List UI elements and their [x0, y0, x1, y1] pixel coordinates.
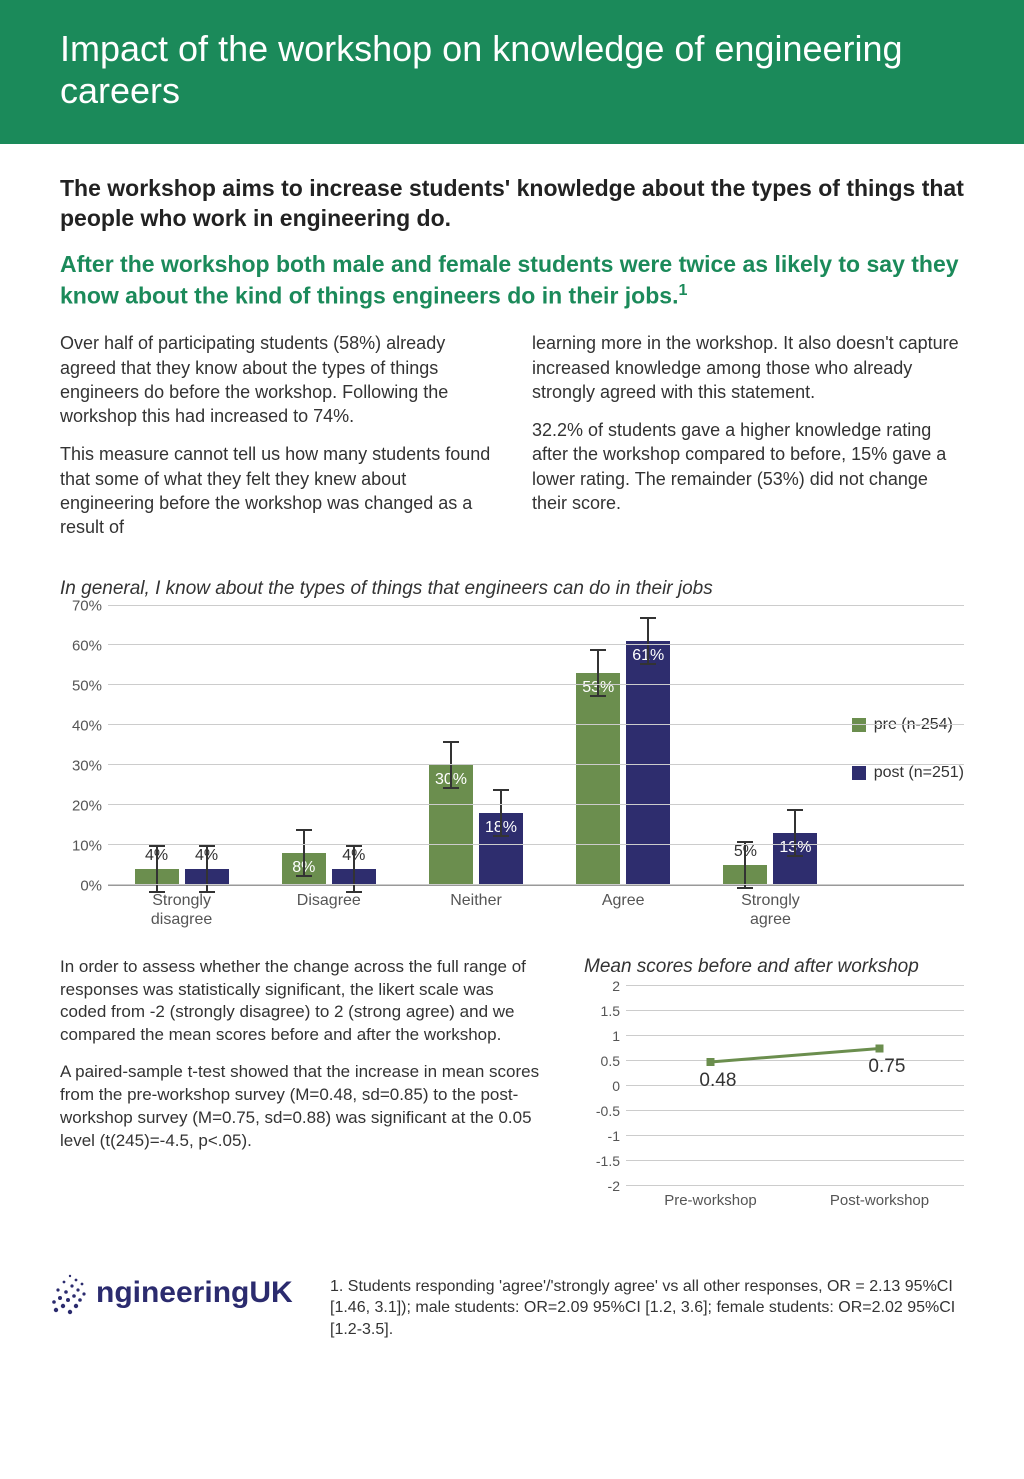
line-y-tick: -1 [608, 1128, 620, 1144]
main-content: The workshop aims to increase students' … [0, 144, 1024, 1276]
body-p: This measure cannot tell us how many stu… [60, 442, 492, 539]
y-tick: 70% [72, 597, 102, 614]
bar-pre: 53% [576, 673, 620, 885]
logo-text: ngineeringUK [96, 1276, 293, 1309]
body-right: learning more in the workshop. It also d… [532, 331, 964, 553]
line-x-labels: Pre-workshopPost-workshop [626, 1192, 964, 1209]
line-y-tick: 0.5 [601, 1053, 620, 1069]
bar-pre: 5% [723, 865, 767, 885]
body-columns: Over half of participating students (58%… [60, 331, 964, 553]
line-svg [626, 986, 964, 1186]
bar-post: 4% [332, 869, 376, 885]
bar-group: 30%18% [402, 606, 549, 885]
body-p: Over half of participating students (58%… [60, 331, 492, 428]
x-label: Stronglydisagree [108, 891, 255, 929]
bar-group: 53%61% [550, 606, 697, 885]
error-bar [156, 845, 158, 893]
lead-text: The workshop aims to increase students' … [60, 174, 964, 234]
line-plot: 0.48 0.75 [626, 986, 964, 1186]
error-bar [794, 809, 796, 857]
bar-post: 18% [479, 813, 523, 885]
y-tick: 0% [80, 877, 102, 894]
y-tick: 10% [72, 837, 102, 854]
y-tick: 40% [72, 717, 102, 734]
bar-group: 4% 4% [108, 606, 255, 885]
line-chart-title: Mean scores before and after workshop [584, 956, 964, 978]
body-left: Over half of participating students (58%… [60, 331, 492, 553]
bar-post: 13% [773, 833, 817, 885]
footer: ngineeringUK 1. Students responding 'agr… [0, 1276, 1024, 1371]
bar-plot: 4%4%8%4%30%18%53%61%5%13% Stronglydisagr… [108, 606, 964, 886]
bar-chart-title: In general, I know about the types of th… [60, 578, 964, 600]
gridline [108, 804, 964, 805]
bar-post: 61% [626, 641, 670, 885]
bar-group: 8% 4% [255, 606, 402, 885]
lower-p: A paired-sample t-test showed that the i… [60, 1061, 544, 1153]
y-tick: 50% [72, 677, 102, 694]
line-x-label: Pre-workshop [626, 1192, 795, 1209]
gridline [108, 724, 964, 725]
line-chart: -2-1.5-1-0.500.511.52 0.480.75 Pre-works… [584, 986, 964, 1226]
lower-right: Mean scores before and after workshop -2… [584, 956, 964, 1226]
y-tick: 30% [72, 757, 102, 774]
footnote: 1. Students responding 'agree'/'strongly… [330, 1276, 964, 1341]
x-label: Agree [550, 891, 697, 929]
line-point-label: 0.48 [699, 1070, 736, 1092]
body-p: 32.2% of students gave a higher knowledg… [532, 418, 964, 515]
highlight-body: After the workshop both male and female … [60, 251, 959, 309]
line-y-tick: 0 [612, 1078, 620, 1094]
bar-post: 4% [185, 869, 229, 885]
legend-swatch-post [852, 766, 866, 780]
bar-chart: 0%10%20%30%40%50%60%70% 4%4%8%4%30%18%53… [60, 606, 964, 926]
logo-dots-icon [48, 1266, 104, 1322]
bar-pre: 8% [282, 853, 326, 885]
lower-p: In order to assess whether the change ac… [60, 956, 544, 1048]
bar-y-axis: 0%10%20%30%40%50%60%70% [60, 606, 108, 886]
line-y-tick: 1.5 [601, 1003, 620, 1019]
line-x-label: Post-workshop [795, 1192, 964, 1209]
error-bar [647, 617, 649, 665]
gridline [108, 644, 964, 645]
gridline [108, 605, 964, 606]
line-y-tick: 1 [612, 1028, 620, 1044]
legend-post-label: post (n=251) [874, 764, 964, 782]
bar-pre: 30% [429, 765, 473, 885]
body-p: learning more in the workshop. It also d… [532, 331, 964, 404]
x-label: Stronglyagree [697, 891, 844, 929]
x-label: Neither [402, 891, 549, 929]
logo: ngineeringUK [60, 1276, 300, 1310]
line-point-label: 0.75 [868, 1056, 905, 1078]
error-bar [206, 845, 208, 893]
gridline [108, 684, 964, 685]
bar-group: 5% 13% [697, 606, 844, 885]
highlight-text: After the workshop both male and female … [60, 250, 964, 311]
error-bar [353, 845, 355, 893]
y-tick: 60% [72, 637, 102, 654]
line-y-tick: -2 [608, 1178, 620, 1194]
line-y-tick: -0.5 [596, 1103, 620, 1119]
gridline [108, 844, 964, 845]
line-y-tick: 2 [612, 978, 620, 994]
x-label: Disagree [255, 891, 402, 929]
error-bar [744, 841, 746, 889]
error-bar [500, 789, 502, 837]
lower-left: In order to assess whether the change ac… [60, 956, 544, 1226]
lower-section: In order to assess whether the change ac… [60, 956, 964, 1226]
error-bar [597, 649, 599, 697]
y-tick: 20% [72, 797, 102, 814]
highlight-sup: 1 [678, 281, 687, 299]
line-y-axis: -2-1.5-1-0.500.511.52 [584, 986, 624, 1186]
gridline [108, 764, 964, 765]
bar-pre: 4% [135, 869, 179, 885]
page-banner: Impact of the workshop on knowledge of e… [0, 0, 1024, 144]
gridline [108, 884, 964, 885]
legend-post: post (n=251) [852, 764, 964, 782]
line-y-tick: -1.5 [596, 1153, 620, 1169]
error-bar [303, 829, 305, 877]
